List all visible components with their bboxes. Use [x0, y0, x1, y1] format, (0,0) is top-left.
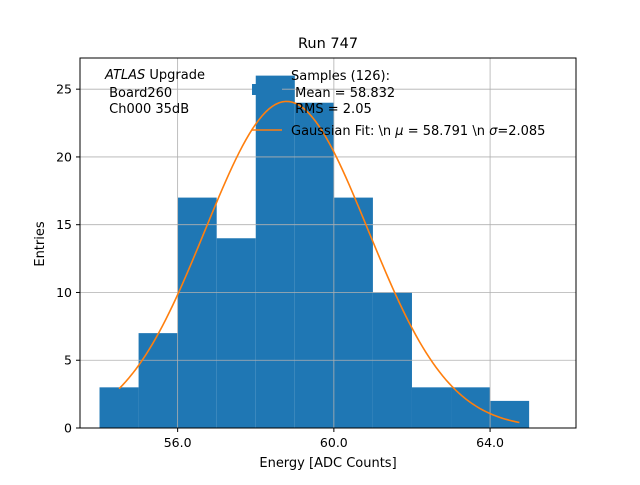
atlas-label: ATLAS: [104, 68, 145, 83]
y-tick-label-0: 0: [64, 421, 72, 436]
x-axis-label: Energy [ADC Counts]: [259, 456, 396, 471]
gaussian-fit-curve: [118, 100, 520, 424]
y-tick-label-1: 5: [64, 353, 72, 368]
legend-fit-sigma: σ: [489, 124, 498, 139]
channel-label: Ch000 35dB: [105, 102, 189, 117]
histogram-bar-2: [177, 197, 217, 428]
histogram-bar-5: [294, 102, 334, 428]
legend-samples-mean: Mean = 58.832: [291, 86, 395, 101]
x-tick-label-2: 64.0: [476, 435, 504, 450]
histogram-bar-9: [451, 387, 491, 428]
histogram-bar-8: [411, 387, 452, 428]
histogram-bar-3: [216, 238, 256, 428]
legend-fit-suffix: =2.085: [497, 124, 545, 139]
y-tick-label-4: 20: [56, 149, 72, 164]
y-tick-label-2: 10: [56, 285, 72, 300]
legend-samples-rms: RMS = 2.05: [291, 102, 372, 117]
y-axis-label: Entries: [33, 221, 48, 267]
histogram-bar-6: [333, 197, 373, 428]
axes-frame: [79, 57, 577, 429]
histogram-bar-0: [99, 387, 139, 428]
chart-title: Run 747: [298, 36, 358, 52]
legend-fit-mu: μ: [394, 124, 403, 139]
histogram-bar-4: [255, 75, 295, 428]
legend-fit-label: Gaussian Fit: \n μ = 58.791 \n σ=2.085: [291, 124, 545, 139]
gaussian-fit: [118, 100, 520, 424]
y-tick-label-3: 15: [56, 217, 72, 232]
y-tick-label-5: 25: [56, 82, 72, 97]
x-tick-label-1: 60.0: [320, 435, 348, 450]
x-tick-label-0: 56.0: [164, 435, 192, 450]
legend-fit-prefix: Gaussian Fit: \n: [291, 124, 395, 139]
legend-samples-title: Samples (126):: [291, 69, 390, 84]
histogram-bar-1: [138, 333, 178, 428]
legend: Samples (126): Mean = 58.832 RMS = 2.05 …: [252, 69, 545, 139]
run-annotation: ATLAS Upgrade Board260 Ch000 35dB: [104, 68, 205, 117]
annotation-line-1: ATLAS Upgrade: [104, 68, 205, 83]
upgrade-label: Upgrade: [145, 68, 205, 83]
legend-samples-swatch: [252, 84, 282, 95]
axis-ticks: 56.0 60.0 64.0 0 5 10 15 20 25: [56, 82, 504, 450]
legend-fit-mid: = 58.791 \n: [404, 124, 490, 139]
histogram-bar-10: [490, 400, 530, 428]
board-label: Board260: [105, 86, 172, 101]
